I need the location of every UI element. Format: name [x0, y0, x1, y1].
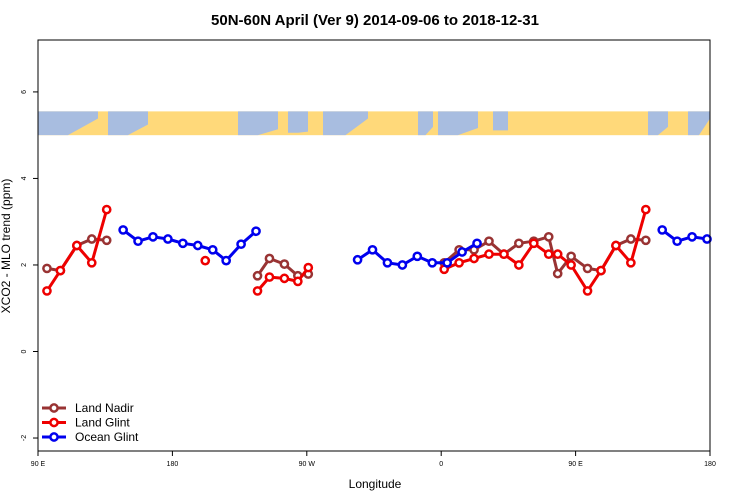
y-tick-label: 2: [21, 263, 28, 267]
data-point: [640, 235, 651, 246]
data-point: [303, 262, 314, 273]
x-tick-label: 90 E: [31, 461, 46, 468]
x-tick-label: 180: [167, 461, 179, 468]
data-point: [352, 254, 363, 265]
data-point: [367, 244, 378, 255]
data-point: [200, 255, 211, 266]
data-point: [133, 236, 143, 247]
data-point: [552, 249, 563, 260]
x-tick-label: 90 E: [568, 461, 583, 468]
data-point: [252, 270, 263, 281]
data-point: [118, 225, 128, 235]
series-line: [661, 228, 708, 243]
legend-swatch-marker: [49, 403, 59, 413]
data-point: [207, 244, 218, 255]
x-tick-label: 0: [439, 461, 443, 468]
data-point: [543, 249, 554, 260]
data-point: [279, 273, 290, 284]
data-point: [163, 234, 173, 244]
data-point: [192, 240, 203, 251]
data-point: [528, 238, 539, 249]
data-point: [101, 204, 112, 215]
data-point: [397, 260, 408, 270]
data-point: [279, 259, 290, 269]
data-point: [71, 240, 82, 251]
series-line: [122, 228, 257, 263]
data-point: [484, 236, 494, 247]
data-point: [657, 225, 668, 235]
data-point: [252, 286, 263, 296]
series-ocean-glint: [118, 225, 712, 270]
data-point: [101, 235, 112, 246]
x-tick-label: 180: [704, 461, 716, 468]
data-point: [640, 204, 651, 215]
data-point: [42, 263, 52, 274]
data-point: [582, 286, 593, 296]
data-point: [457, 247, 467, 257]
data-point: [221, 255, 232, 266]
x-tick-label: 90 W: [299, 461, 316, 468]
data-point: [566, 260, 576, 270]
map-strip-land: [38, 111, 710, 136]
data-point: [582, 263, 593, 274]
data-point: [514, 238, 524, 249]
data-point: [626, 234, 636, 244]
data-point: [236, 239, 246, 250]
data-point: [148, 231, 158, 242]
data-point: [427, 257, 438, 268]
data-point: [543, 231, 554, 242]
legend-swatch-marker: [49, 432, 59, 442]
plot-frame: [37, 39, 711, 452]
y-tick-label: 6: [21, 90, 28, 94]
axis-ticks: 90 E 180 90 W 0 90 E 180 -2 0 2 4 6: [21, 90, 716, 468]
legend-label: Land Nadir: [75, 401, 134, 415]
y-tick-label: 4: [21, 176, 28, 180]
data-point: [86, 257, 97, 268]
data-point: [264, 253, 275, 264]
data-point: [442, 257, 453, 268]
data-point: [264, 272, 275, 282]
y-tick-label: -2: [21, 435, 28, 441]
chart-title: 50N-60N April (Ver 9) 2014-09-06 to 2018…: [211, 12, 539, 29]
series-land-glint: [42, 204, 651, 296]
data-point: [454, 257, 464, 268]
data-point: [552, 268, 563, 279]
data-point: [472, 238, 482, 249]
data-point: [251, 226, 261, 237]
data-point: [611, 240, 621, 251]
data-point: [42, 286, 52, 296]
data-point: [499, 249, 509, 260]
data-point: [702, 234, 712, 244]
legend-swatch-marker: [49, 417, 59, 428]
legend-label: Land Glint: [75, 416, 130, 430]
data-point: [596, 265, 606, 276]
data-point: [382, 257, 393, 268]
data-point: [55, 265, 66, 276]
data-point: [687, 231, 697, 242]
legend-label: Ocean Glint: [75, 430, 139, 444]
data-point: [86, 234, 97, 244]
map-strip: [38, 111, 710, 136]
data-point: [566, 251, 576, 262]
data-point: [626, 257, 636, 268]
x-axis-label: Longitude: [349, 477, 402, 491]
data-point: [178, 238, 188, 249]
data-point: [484, 249, 494, 260]
data-point: [672, 236, 682, 247]
plot-area: [42, 204, 712, 296]
data-point: [292, 276, 303, 287]
y-tick-label: 0: [21, 349, 28, 353]
data-point: [514, 260, 524, 270]
y-axis-label: XCO2 - MLO trend (ppm): [0, 179, 13, 314]
data-point: [412, 251, 423, 262]
data-point: [469, 253, 479, 264]
